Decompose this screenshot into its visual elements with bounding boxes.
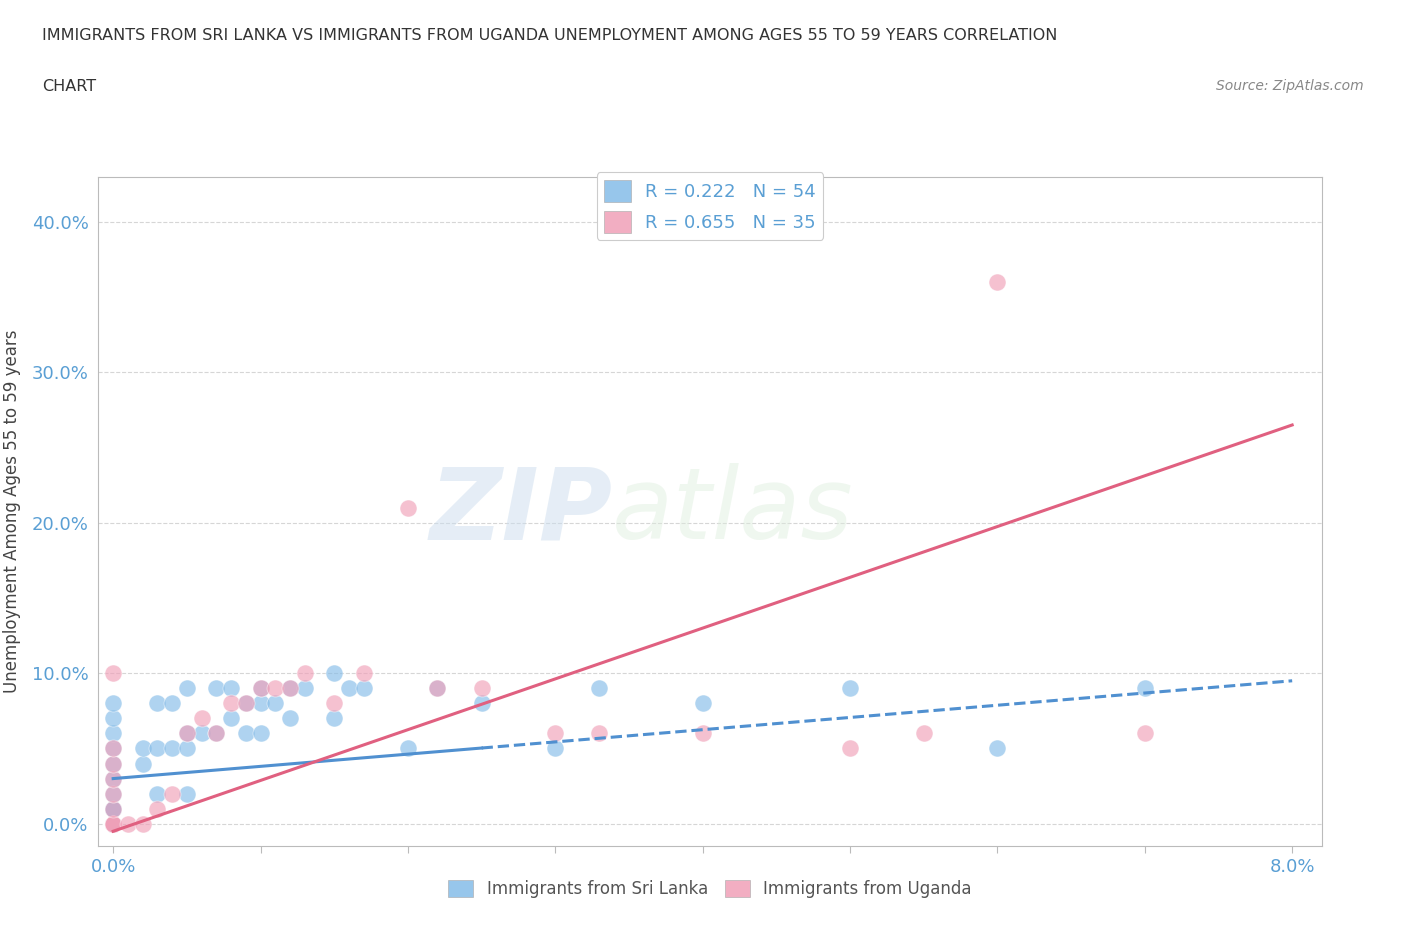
Point: [544, 741, 567, 756]
Point: [249, 696, 271, 711]
Point: [101, 802, 124, 817]
Point: [101, 817, 124, 831]
Text: atlas: atlas: [612, 463, 853, 560]
Point: [426, 681, 449, 696]
Point: [219, 696, 242, 711]
Text: ZIP: ZIP: [429, 463, 612, 560]
Point: [160, 696, 183, 711]
Point: [101, 817, 124, 831]
Point: [117, 817, 139, 831]
Point: [353, 666, 375, 681]
Point: [101, 817, 124, 831]
Point: [101, 696, 124, 711]
Point: [588, 726, 610, 741]
Point: [101, 756, 124, 771]
Point: [839, 741, 862, 756]
Point: [337, 681, 360, 696]
Point: [176, 681, 198, 696]
Point: [176, 726, 198, 741]
Point: [101, 771, 124, 786]
Point: [323, 666, 346, 681]
Point: [294, 666, 316, 681]
Point: [176, 726, 198, 741]
Point: [101, 666, 124, 681]
Point: [278, 681, 301, 696]
Point: [235, 696, 257, 711]
Point: [294, 681, 316, 696]
Point: [426, 681, 449, 696]
Point: [219, 711, 242, 725]
Point: [101, 741, 124, 756]
Point: [101, 741, 124, 756]
Point: [190, 711, 212, 725]
Point: [986, 741, 1008, 756]
Point: [176, 786, 198, 801]
Text: Source: ZipAtlas.com: Source: ZipAtlas.com: [1216, 79, 1364, 93]
Point: [235, 696, 257, 711]
Point: [131, 817, 153, 831]
Point: [264, 681, 287, 696]
Point: [323, 696, 346, 711]
Point: [131, 741, 153, 756]
Point: [146, 741, 169, 756]
Point: [692, 726, 714, 741]
Point: [396, 741, 419, 756]
Point: [205, 726, 228, 741]
Point: [101, 802, 124, 817]
Point: [146, 802, 169, 817]
Point: [146, 786, 169, 801]
Point: [101, 817, 124, 831]
Point: [101, 817, 124, 831]
Point: [264, 696, 287, 711]
Point: [176, 741, 198, 756]
Point: [353, 681, 375, 696]
Point: [323, 711, 346, 725]
Point: [205, 726, 228, 741]
Point: [278, 681, 301, 696]
Legend: Immigrants from Sri Lanka, Immigrants from Uganda: Immigrants from Sri Lanka, Immigrants fr…: [441, 873, 979, 905]
Point: [249, 726, 271, 741]
Point: [471, 696, 494, 711]
Point: [1133, 681, 1156, 696]
Point: [278, 711, 301, 725]
Point: [471, 681, 494, 696]
Point: [588, 681, 610, 696]
Point: [101, 817, 124, 831]
Point: [101, 802, 124, 817]
Point: [986, 274, 1008, 289]
Point: [190, 726, 212, 741]
Point: [249, 681, 271, 696]
Point: [101, 817, 124, 831]
Point: [101, 786, 124, 801]
Point: [839, 681, 862, 696]
Text: CHART: CHART: [42, 79, 96, 94]
Point: [160, 741, 183, 756]
Y-axis label: Unemployment Among Ages 55 to 59 years: Unemployment Among Ages 55 to 59 years: [3, 330, 21, 693]
Point: [249, 681, 271, 696]
Point: [101, 817, 124, 831]
Point: [396, 500, 419, 515]
Text: IMMIGRANTS FROM SRI LANKA VS IMMIGRANTS FROM UGANDA UNEMPLOYMENT AMONG AGES 55 T: IMMIGRANTS FROM SRI LANKA VS IMMIGRANTS …: [42, 28, 1057, 43]
Point: [692, 696, 714, 711]
Point: [160, 786, 183, 801]
Point: [101, 726, 124, 741]
Point: [101, 802, 124, 817]
Point: [912, 726, 935, 741]
Point: [101, 817, 124, 831]
Point: [101, 756, 124, 771]
Point: [205, 681, 228, 696]
Point: [544, 726, 567, 741]
Point: [219, 681, 242, 696]
Point: [131, 756, 153, 771]
Point: [101, 711, 124, 725]
Point: [235, 726, 257, 741]
Point: [101, 786, 124, 801]
Point: [146, 696, 169, 711]
Point: [101, 817, 124, 831]
Point: [1133, 726, 1156, 741]
Point: [101, 771, 124, 786]
